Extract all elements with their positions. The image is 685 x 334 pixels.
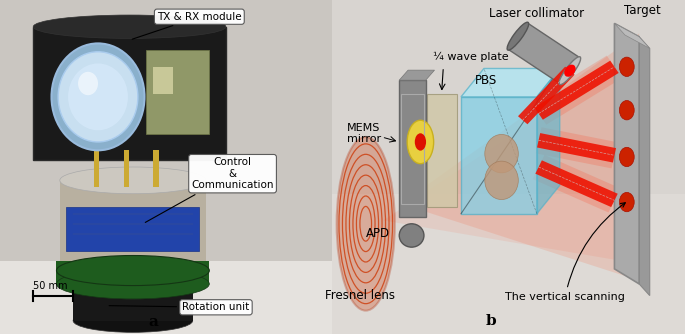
Polygon shape bbox=[535, 160, 618, 207]
Text: TX & RX module: TX & RX module bbox=[132, 12, 242, 39]
Text: The vertical scanning: The vertical scanning bbox=[505, 203, 625, 302]
FancyBboxPatch shape bbox=[332, 194, 685, 334]
FancyBboxPatch shape bbox=[94, 150, 99, 187]
FancyBboxPatch shape bbox=[33, 27, 226, 160]
Ellipse shape bbox=[485, 161, 519, 199]
FancyBboxPatch shape bbox=[0, 0, 332, 334]
FancyBboxPatch shape bbox=[146, 50, 210, 134]
FancyBboxPatch shape bbox=[123, 150, 129, 187]
Text: Laser collimator: Laser collimator bbox=[489, 7, 584, 20]
Polygon shape bbox=[518, 67, 575, 124]
FancyBboxPatch shape bbox=[153, 150, 159, 187]
Ellipse shape bbox=[407, 120, 434, 164]
Text: Control
&
Communication: Control & Communication bbox=[145, 157, 274, 222]
Polygon shape bbox=[534, 61, 619, 120]
Ellipse shape bbox=[56, 269, 210, 299]
Polygon shape bbox=[614, 23, 639, 284]
Text: MEMS
mirror: MEMS mirror bbox=[347, 123, 381, 144]
Ellipse shape bbox=[399, 224, 424, 247]
Ellipse shape bbox=[73, 309, 192, 332]
Ellipse shape bbox=[51, 43, 145, 150]
Ellipse shape bbox=[58, 52, 138, 142]
Text: Rotation unit: Rotation unit bbox=[109, 302, 249, 312]
FancyBboxPatch shape bbox=[73, 287, 192, 321]
Text: Target: Target bbox=[624, 4, 661, 17]
Ellipse shape bbox=[336, 137, 395, 311]
Polygon shape bbox=[537, 68, 560, 214]
Text: APD: APD bbox=[366, 227, 390, 240]
Ellipse shape bbox=[60, 167, 206, 194]
FancyBboxPatch shape bbox=[332, 0, 685, 334]
Polygon shape bbox=[508, 23, 580, 84]
FancyBboxPatch shape bbox=[56, 261, 210, 284]
Polygon shape bbox=[461, 97, 537, 214]
Polygon shape bbox=[639, 37, 649, 296]
Ellipse shape bbox=[34, 15, 226, 38]
Text: ¼ wave plate: ¼ wave plate bbox=[433, 51, 508, 62]
Ellipse shape bbox=[507, 22, 529, 50]
FancyBboxPatch shape bbox=[60, 180, 206, 274]
Polygon shape bbox=[461, 68, 560, 97]
Polygon shape bbox=[399, 70, 434, 80]
Ellipse shape bbox=[68, 63, 128, 130]
Ellipse shape bbox=[73, 276, 192, 299]
Polygon shape bbox=[399, 80, 425, 217]
Ellipse shape bbox=[619, 147, 634, 167]
Polygon shape bbox=[384, 50, 639, 264]
Polygon shape bbox=[427, 94, 458, 207]
Ellipse shape bbox=[559, 57, 581, 85]
Polygon shape bbox=[401, 33, 639, 281]
Ellipse shape bbox=[78, 72, 98, 95]
Polygon shape bbox=[536, 127, 617, 168]
Polygon shape bbox=[614, 23, 649, 48]
Ellipse shape bbox=[485, 134, 519, 173]
Text: Fresnel lens: Fresnel lens bbox=[325, 289, 395, 302]
Text: PBS: PBS bbox=[475, 74, 497, 87]
Text: a: a bbox=[148, 315, 158, 329]
FancyBboxPatch shape bbox=[66, 207, 199, 250]
Ellipse shape bbox=[415, 133, 426, 151]
Text: 50 mm: 50 mm bbox=[33, 281, 68, 291]
Polygon shape bbox=[537, 133, 616, 163]
FancyBboxPatch shape bbox=[0, 261, 332, 334]
Polygon shape bbox=[531, 55, 622, 125]
Ellipse shape bbox=[619, 192, 634, 212]
Ellipse shape bbox=[56, 256, 210, 286]
Polygon shape bbox=[533, 155, 621, 212]
Text: b: b bbox=[486, 314, 497, 328]
Ellipse shape bbox=[619, 57, 634, 76]
Ellipse shape bbox=[619, 101, 634, 120]
Ellipse shape bbox=[564, 64, 575, 77]
FancyBboxPatch shape bbox=[153, 67, 173, 94]
